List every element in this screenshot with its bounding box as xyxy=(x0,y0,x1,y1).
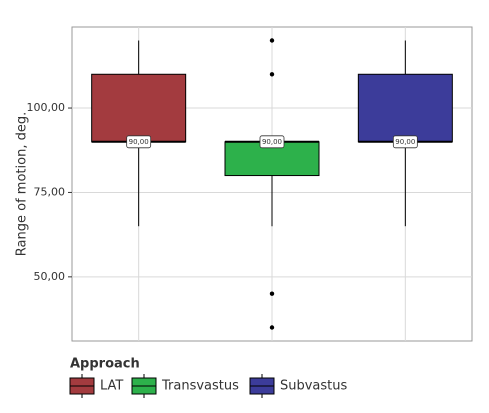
box xyxy=(357,73,453,143)
y-tick-label: 50,00 xyxy=(34,270,66,283)
legend-title: Approach xyxy=(70,357,140,372)
median-label: 90,00 xyxy=(129,138,149,146)
outlier xyxy=(269,291,275,296)
y-axis-label: Range of motion, deg. xyxy=(15,112,30,256)
median-label-box xyxy=(259,135,285,149)
outlier xyxy=(269,38,275,43)
legend-label: Subvastus xyxy=(280,379,348,394)
box xyxy=(91,73,187,143)
legend-label: Transvastus xyxy=(161,379,239,394)
median-label-box xyxy=(126,135,152,149)
y-tick-label: 75,00 xyxy=(34,185,66,198)
median-label: 90,00 xyxy=(262,138,282,146)
median-label: 90,00 xyxy=(395,138,415,146)
y-tick-label: 100,00 xyxy=(27,101,66,114)
median-label-box xyxy=(392,135,418,149)
legend-label: LAT xyxy=(100,379,123,394)
outlier xyxy=(269,325,275,330)
outlier xyxy=(269,72,275,77)
